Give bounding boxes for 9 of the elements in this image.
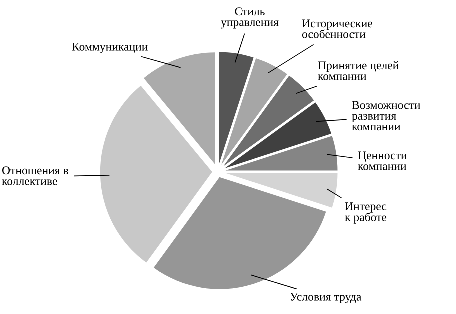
slice-label: Стиль управления xyxy=(221,8,279,29)
slice-label: Интерес к работе xyxy=(345,202,387,224)
slice-label: Принятие целей компании xyxy=(318,61,399,80)
slice-label: Условия труда xyxy=(290,293,362,304)
slice-label: Исторические особенности xyxy=(302,20,372,38)
slice-label: Возможности развития компании xyxy=(352,101,420,131)
slice-label: Ценности компании xyxy=(358,152,408,170)
slice-label: Отношения в коллективе xyxy=(2,166,68,186)
slice-label: Коммуникации xyxy=(72,43,148,54)
